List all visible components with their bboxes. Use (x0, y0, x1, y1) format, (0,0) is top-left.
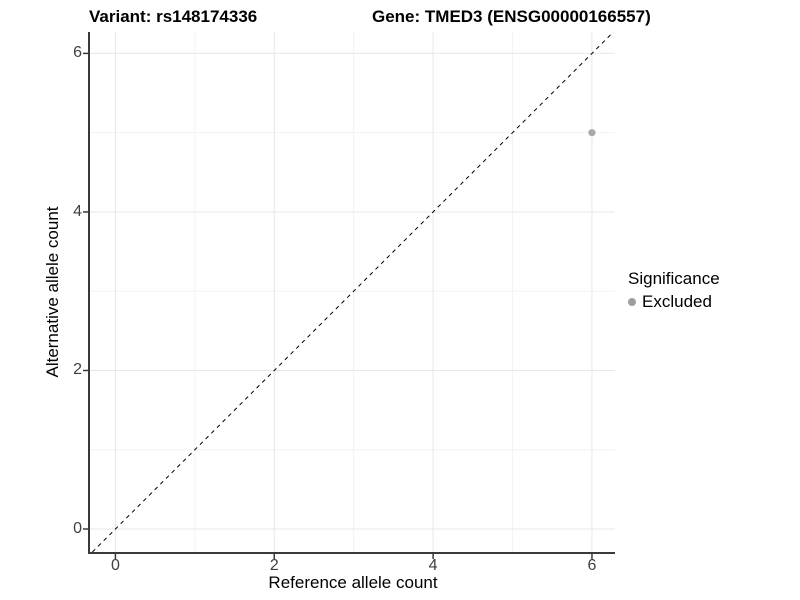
x-tick-label: 0 (110, 557, 120, 574)
legend-items: Excluded (628, 292, 720, 312)
y-tick-label: 6 (73, 44, 82, 62)
legend-item-label: Excluded (642, 292, 712, 311)
identity-line (92, 31, 614, 553)
x-tick-label: 4 (428, 557, 438, 574)
legend-point-icon (628, 298, 636, 306)
data-point (588, 129, 596, 137)
x-tick-label: 2 (269, 557, 279, 574)
y-tick-label: 2 (73, 361, 82, 379)
legend: Significance Excluded (628, 269, 720, 312)
variant-title: Variant: rs148174336 (89, 7, 258, 26)
gene-title: Gene: TMED3 (ENSG00000166557) (372, 7, 651, 26)
x-tick-label: 6 (587, 557, 597, 574)
legend-item: Excluded (628, 292, 720, 312)
legend-title: Significance (628, 269, 720, 288)
y-tick-label: 4 (73, 202, 82, 220)
x-axis-title: Reference allele count (268, 573, 438, 592)
y-axis-title: Alternative allele count (43, 206, 62, 378)
y-tick-label: 0 (73, 520, 82, 537)
